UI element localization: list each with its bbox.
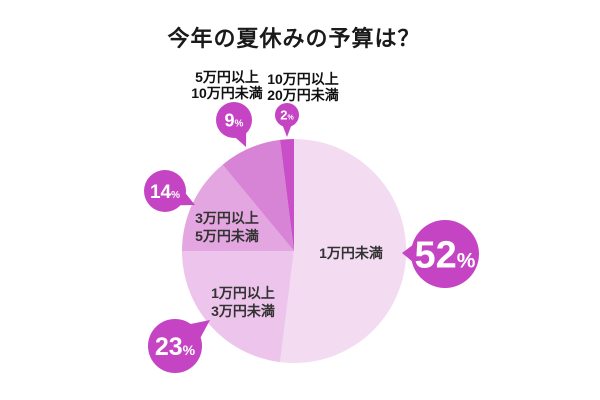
slice-label-4-line-0: 10万円以上 <box>267 71 339 87</box>
percent-unit-2: % <box>171 190 180 201</box>
percent-value-1: 23 <box>155 333 183 361</box>
percent-value-0: 52 <box>415 235 457 277</box>
percent-bubble-0 <box>411 220 479 288</box>
chart-title: 今年の夏休みの予算は？ <box>167 26 421 51</box>
percent-unit-3: % <box>235 118 244 129</box>
percent-bubble-1 <box>148 319 202 373</box>
percent-bubble-text-3: 9% <box>225 110 244 130</box>
percent-bubble-3 <box>216 102 252 138</box>
percent-bubble-tail-4 <box>282 124 292 137</box>
slice-label-3-line-1: 10万円未満 <box>191 85 263 101</box>
percent-value-2: 14 <box>150 182 172 203</box>
pie-slice-3 <box>222 139 294 251</box>
slice-label-4-line-1: 20万円未満 <box>267 87 339 103</box>
percent-bubble-2 <box>144 170 186 212</box>
percent-value-4: 2 <box>280 108 287 123</box>
slice-label-3-line-0: 5万円以上 <box>195 69 259 85</box>
pie-slice-4 <box>280 139 294 251</box>
percent-bubble-4 <box>275 103 299 127</box>
slice-label-1-line-0: 1万円以上 <box>211 285 275 301</box>
pie-slice-2 <box>181 164 294 251</box>
percent-bubble-text-0: 52% <box>415 235 476 277</box>
pie-slice-1 <box>182 251 294 363</box>
percent-unit-1: % <box>183 342 196 358</box>
percent-value-3: 9 <box>225 110 235 130</box>
slice-label-2-line-0: 3万円以上 <box>195 210 259 226</box>
slice-label-0-line-0: 1万円未満 <box>319 245 383 261</box>
slice-label-2-line-1: 5万円未満 <box>195 228 259 244</box>
percent-unit-0: % <box>457 250 476 273</box>
percent-bubble-text-1: 23% <box>155 333 196 361</box>
slice-label-1-line-1: 3万円未満 <box>211 303 275 319</box>
percent-unit-4: % <box>288 115 295 122</box>
percent-bubble-text-4: 2% <box>280 108 294 123</box>
pie-slice-0 <box>280 138 407 363</box>
percent-bubble-text-2: 14% <box>150 182 180 203</box>
